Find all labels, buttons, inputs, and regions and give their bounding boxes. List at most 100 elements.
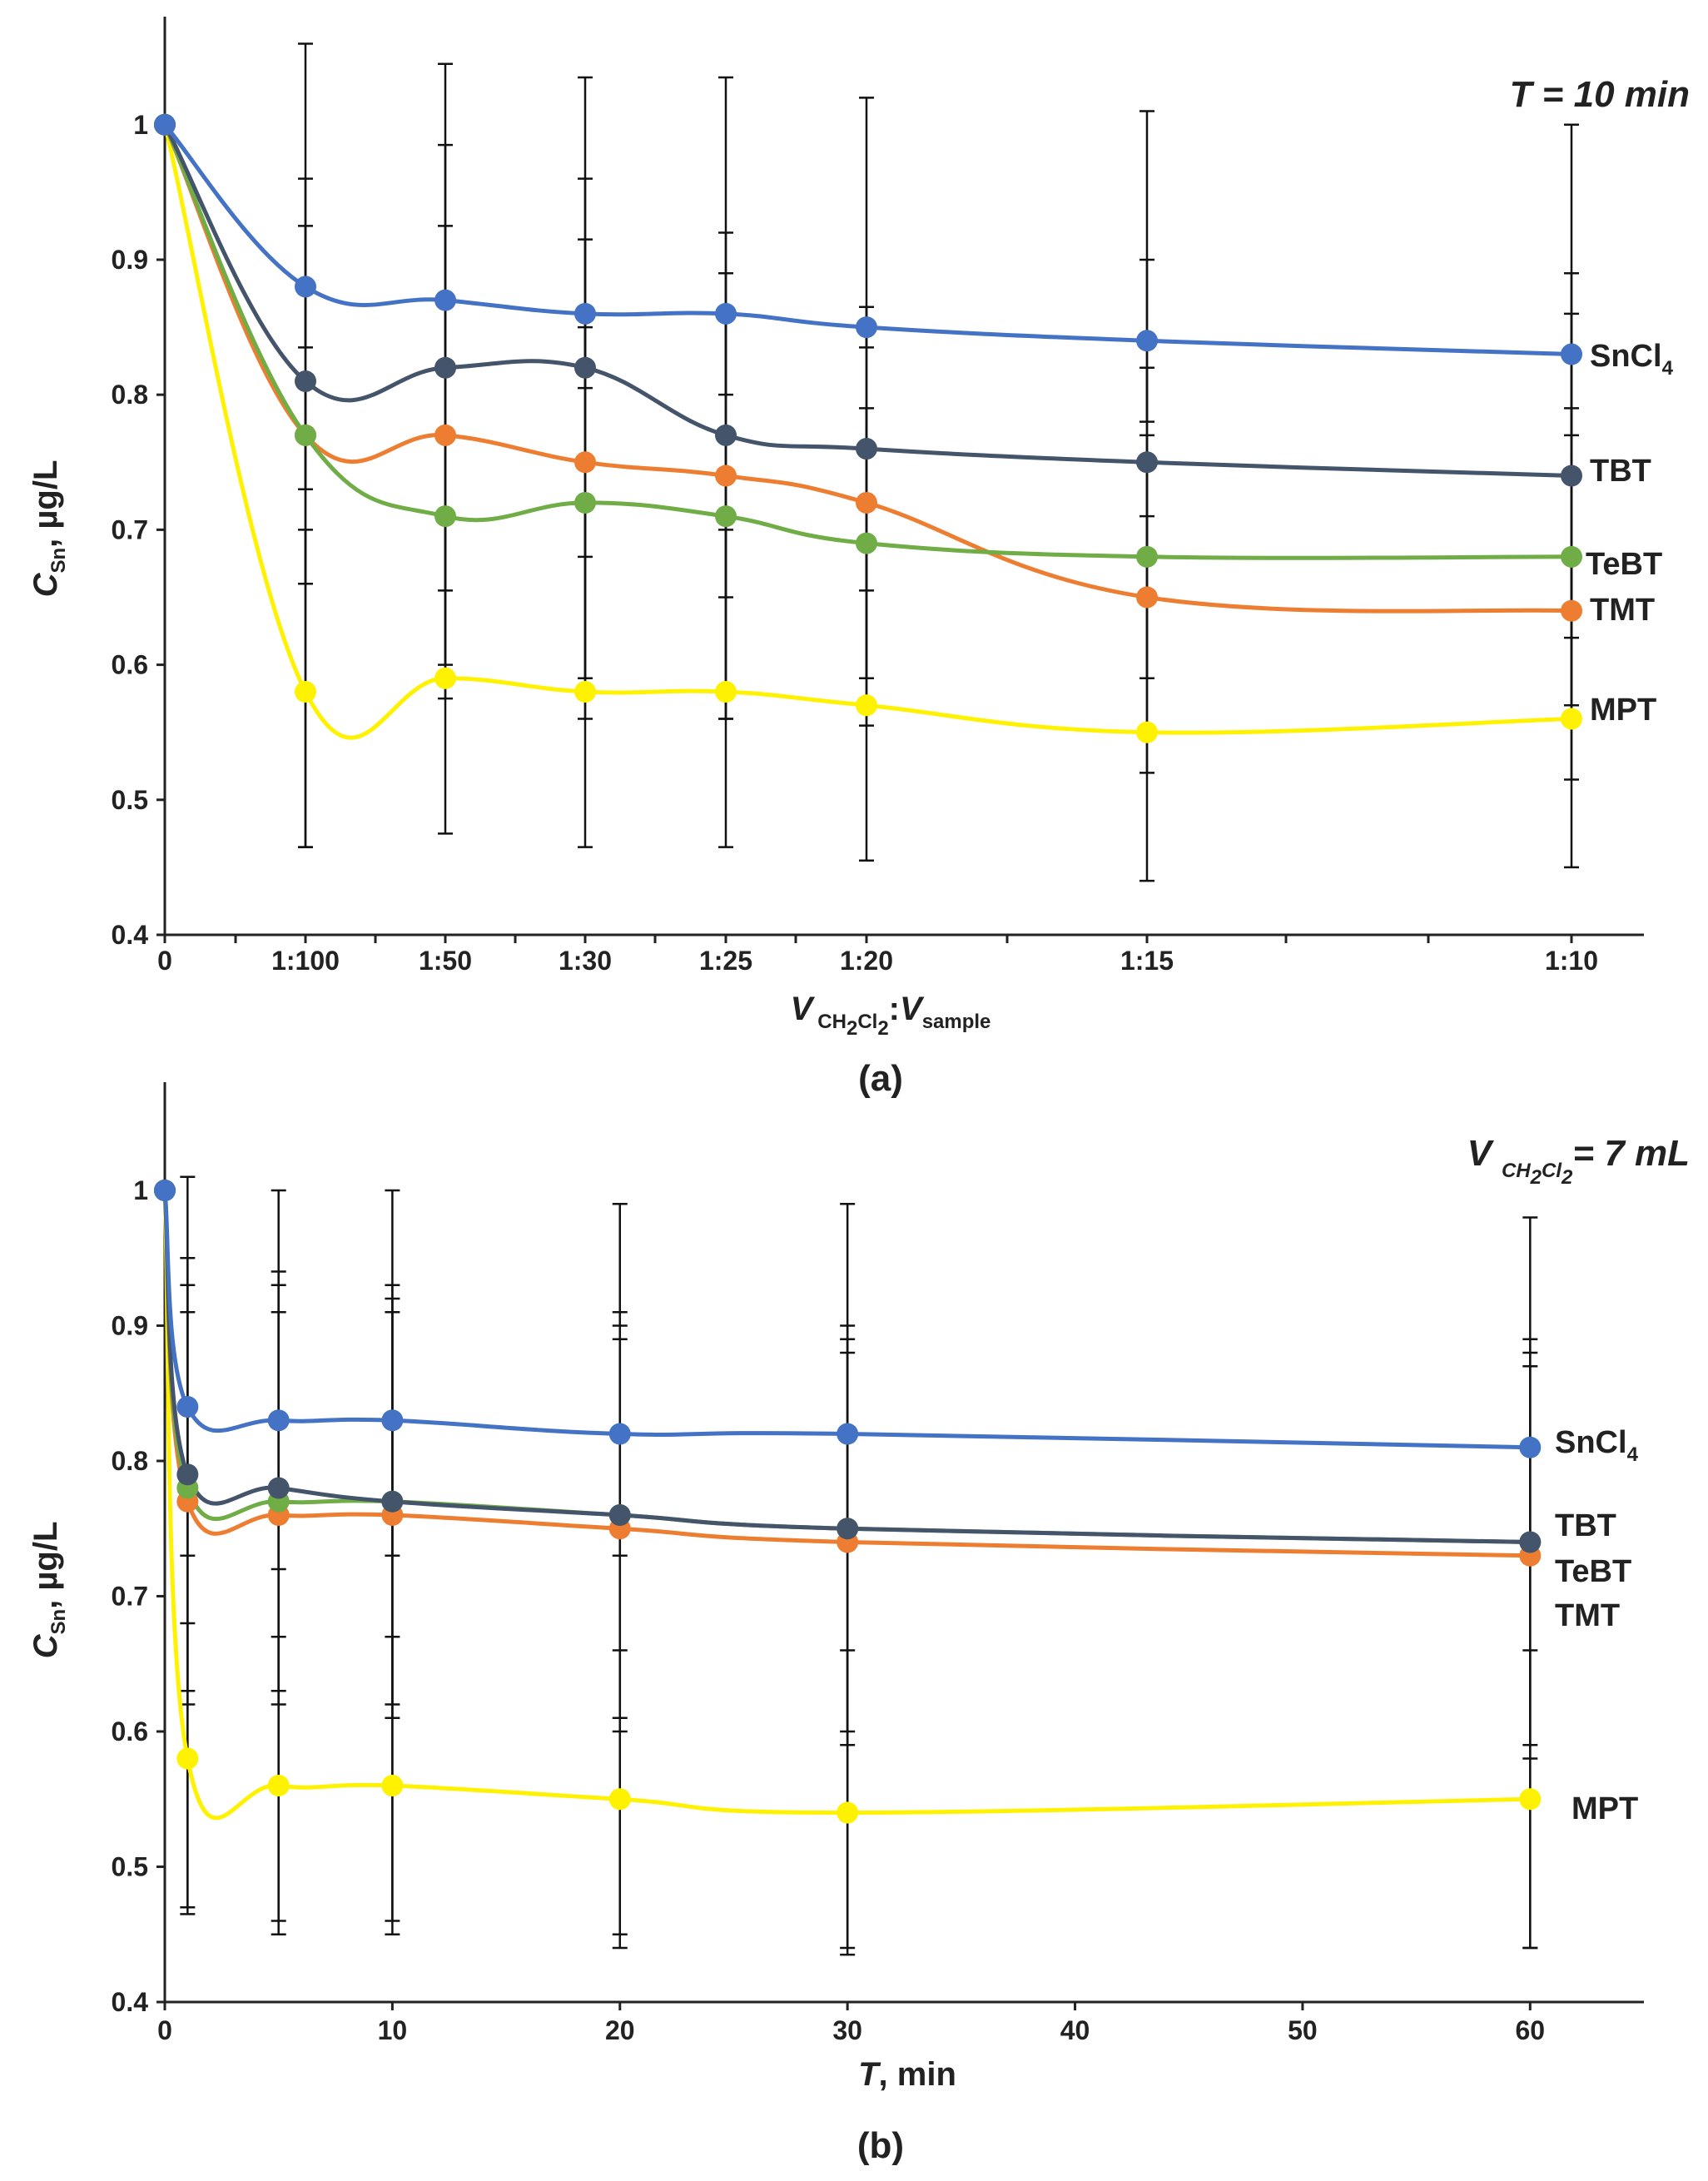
data-point-MPT	[608, 1788, 631, 1811]
panel-b-ylabel-sub: Sn	[47, 1609, 70, 1635]
data-point-MPT	[267, 1775, 290, 1796]
panel-a-condition-prefix: T	[1510, 74, 1535, 115]
series-label-TMT: TMT	[1555, 1598, 1620, 1633]
panel-b-xtick-label: 20	[605, 2015, 635, 2045]
series-label-main: TBT	[1555, 1508, 1616, 1543]
data-point-MPT	[295, 681, 316, 703]
data-point-MPT	[1519, 1788, 1542, 1811]
data-point-SnCl4	[381, 1409, 404, 1432]
data-point-SnCl4	[837, 1423, 859, 1445]
panel-a-label: (a)	[858, 1058, 903, 1099]
panel-a-xtick-label: 1:10	[1545, 946, 1598, 976]
data-point-SnCl4	[267, 1409, 290, 1432]
series-label-TeBT: TeBT	[1586, 547, 1662, 582]
series-label-main: TeBT	[1555, 1554, 1631, 1589]
panel-b-xtick-label: 40	[1060, 2015, 1090, 2045]
data-point-SnCl4	[574, 302, 596, 325]
panel-b-series-labels: SnCl4 TBT TeBT TMT MPT	[1555, 1425, 1639, 1826]
data-point-TBT	[434, 356, 456, 379]
series-label-main: SnCl	[1590, 339, 1662, 374]
data-point-TeBT	[856, 532, 877, 554]
series-label-main: MPT	[1590, 693, 1656, 728]
data-point-TBT	[295, 370, 316, 392]
data-point-MPT	[1561, 708, 1582, 730]
data-point-TeBT	[434, 505, 456, 528]
panel-a-xlabel-sub2: 2	[847, 1017, 857, 1040]
data-point-TMT	[856, 491, 877, 514]
data-point-SnCl4	[434, 289, 456, 311]
panel-a-condition: T = 10 min	[1510, 74, 1690, 115]
panel-b-xlabel: T, min	[858, 2056, 956, 2093]
panel-a-xlabel-sub1: CH	[817, 1011, 847, 1033]
data-point-SnCl4	[856, 316, 877, 339]
panel-a: 0.4 0.5 0.6 0.7 0.8 0.9 1 0 1:100 1:50 1:30 1:25 1:2…	[27, 17, 1690, 1099]
panel-b-ytick-label: 0.6	[112, 1716, 148, 1746]
series-label-main: MPT	[1571, 1791, 1638, 1826]
panel-a-xlabel-sub5: sample	[922, 1011, 991, 1033]
data-point-TeBT	[574, 491, 596, 514]
series-label-MPT: MPT	[1571, 1791, 1638, 1826]
panel-a-series-labels: SnCl4 TBT TeBT TMT MPT	[1586, 339, 1674, 728]
panel-a-xlabel-sub4: 2	[877, 1017, 888, 1040]
panel-a-ylabel-main: C	[27, 572, 64, 597]
panel-b-ylabel-rest: , µg/L	[27, 1522, 64, 1609]
data-point-SnCl4	[176, 1396, 199, 1418]
panel-b-xlabel-rest: , min	[879, 2056, 956, 2093]
data-point-TBT	[1519, 1531, 1542, 1553]
data-point-TeBT	[1561, 545, 1582, 568]
data-point-SnCl4	[608, 1423, 631, 1445]
data-point-TMT	[715, 465, 737, 487]
panel-a-xtick-label: 0	[157, 946, 172, 976]
series-label-sub: 4	[1662, 357, 1674, 380]
panel-b-ytick-label: 0.4	[112, 1987, 149, 2017]
panel-b-label: (b)	[857, 2125, 904, 2166]
panel-b-ylabel-main: C	[27, 1633, 64, 1658]
panel-a-xtick-label: 1:20	[840, 946, 893, 976]
panel-b-xtick-label: 60	[1516, 2015, 1546, 2045]
panel-b-xlabel-main: T	[858, 2056, 881, 2093]
data-point-TMT	[574, 451, 596, 474]
panel-a-xtick-label: 1:15	[1120, 946, 1174, 976]
data-point-TBT	[1136, 451, 1158, 474]
data-point-MPT	[837, 1801, 859, 1824]
panel-b-tick-labels: 0.40.50.60.70.80.910 10 20 30 40 50 60	[112, 1175, 1546, 2045]
data-point-TBT	[1561, 465, 1582, 487]
data-point-MPT	[715, 681, 737, 703]
series-line-SnCl4	[163, 123, 1572, 356]
series-label-main: SnCl	[1555, 1425, 1627, 1460]
data-point-SnCl4	[154, 113, 176, 136]
data-point-TMT	[1136, 586, 1158, 609]
panel-b-condition-sub1: CH	[1502, 1160, 1531, 1182]
data-point-SnCl4	[1519, 1436, 1542, 1458]
panel-b-ytick-label: 0.8	[112, 1446, 148, 1476]
data-point-TBT	[837, 1518, 859, 1540]
data-point-MPT	[574, 681, 596, 703]
panel-b-ytick-label: 0.5	[112, 1852, 148, 1882]
panel-a-xtick-label: 1:25	[699, 946, 752, 976]
panel-b-condition-text: = 7 mL	[1572, 1133, 1690, 1174]
data-point-TBT	[381, 1490, 404, 1513]
panel-b-ytick-label: 0.7	[112, 1582, 148, 1612]
series-line-MPT	[162, 1190, 1531, 1821]
panel-b-condition-sub2: 2	[1530, 1166, 1542, 1189]
series-label-sub: 4	[1627, 1443, 1639, 1466]
panel-a-ylabel: CSn, µg/L	[27, 460, 70, 598]
panel-a-xlabel-sep: :	[889, 991, 900, 1027]
panel-b-condition: V CH2Cl2= 7 mL	[1467, 1133, 1690, 1189]
panel-b-ytick-label: 1	[133, 1175, 148, 1205]
panel-a-ytick-label: 0.6	[112, 650, 148, 680]
data-point-TBT	[608, 1504, 631, 1526]
series-label-main: TMT	[1590, 593, 1655, 628]
panel-a-xlabel-v2: V	[900, 991, 925, 1027]
data-point-MPT	[1136, 721, 1158, 743]
series-label-SnCl4: SnCl4	[1555, 1425, 1639, 1466]
data-point-TBT	[715, 424, 737, 446]
series-label-main: TBT	[1590, 454, 1651, 489]
data-point-MPT	[434, 667, 456, 689]
panel-a-xlabel-v1: V	[791, 991, 816, 1027]
panel-b: 0.40.50.60.70.80.910 10 20 30 40 50 60 SnCl4TB…	[27, 1082, 1690, 2166]
series-label-TBT: TBT	[1555, 1508, 1616, 1543]
data-point-TBT	[574, 356, 596, 379]
panel-b-xtick-label: 0	[157, 2015, 172, 2045]
